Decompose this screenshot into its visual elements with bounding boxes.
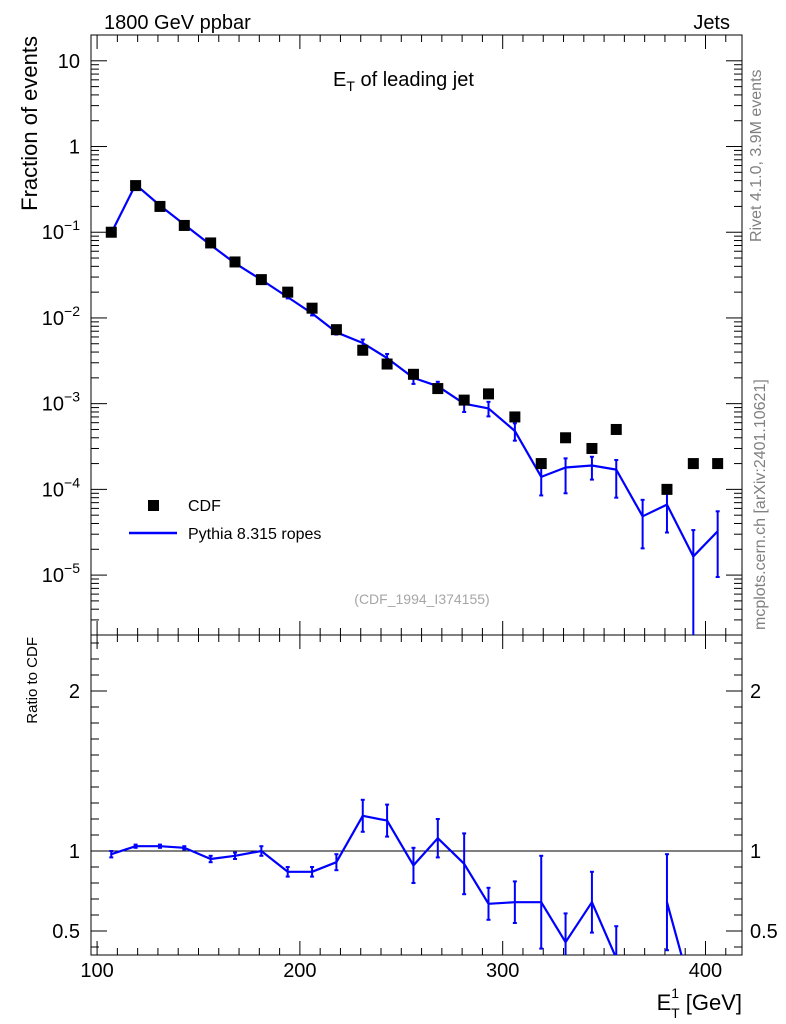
cdf-point xyxy=(330,324,342,336)
ratio-line-segment xyxy=(385,819,415,867)
plot-title-main: E xyxy=(333,69,346,91)
ratio-y-tick-label-left: 0.5 xyxy=(52,921,80,943)
cdf-point xyxy=(509,411,521,423)
ratio-line-segment xyxy=(310,861,338,873)
y-tick-label: 1 xyxy=(69,137,80,159)
x-axis-label-unit: [GeV] xyxy=(680,990,742,1015)
y-tick-label: 10−1 xyxy=(42,217,80,244)
main-series-group xyxy=(105,180,724,635)
x-tick-label: 200 xyxy=(283,960,316,982)
cdf-point xyxy=(458,394,470,406)
y-tick-label: 10−4 xyxy=(42,474,80,501)
legend-marker-cdf xyxy=(148,500,159,511)
x-axis-label: E1 T [GeV] xyxy=(657,985,742,1021)
cdf-point xyxy=(586,442,598,454)
tick-labels-layer: 100 200 300 400 10−5 10−4 10−3 10−2 10−1 1 10 0.5 0.… xyxy=(42,51,778,982)
x-tick-label: 100 xyxy=(80,960,113,982)
y-tick-label: 10−3 xyxy=(42,389,80,416)
ratio-line-segment xyxy=(183,846,212,861)
y-tick-label: 10−5 xyxy=(42,560,80,587)
ratio-y-tick-label-right: 1 xyxy=(750,841,761,863)
cdf-point xyxy=(154,200,166,212)
series-layer xyxy=(105,180,724,955)
cdf-point xyxy=(407,368,419,380)
ratio-line-segment xyxy=(463,862,490,905)
ratio-line-segment xyxy=(335,814,364,864)
ratio-line-segment xyxy=(209,854,237,861)
cdf-point xyxy=(432,383,444,395)
side-label-rivet: Rivet 4.1.0, 3.9M events xyxy=(748,69,765,242)
y-axis-label: Fraction of events xyxy=(17,36,42,211)
ratio-y-tick-label-right: 0.5 xyxy=(750,921,778,943)
ratio-line-segment xyxy=(590,901,617,955)
cdf-point xyxy=(229,256,241,268)
cdf-point xyxy=(205,237,217,249)
y-tick-label: 10−2 xyxy=(42,303,80,330)
plot-title: ET of leading jet xyxy=(333,69,474,94)
cdf-point xyxy=(482,388,494,400)
plot-title-rest: of leading jet xyxy=(355,69,474,91)
ratio-line-segment xyxy=(564,901,594,944)
ratio-line-segment xyxy=(110,845,137,856)
plot-title-sub: T xyxy=(346,78,355,94)
ratio-line-segment xyxy=(260,849,289,873)
header-right: Jets xyxy=(693,12,730,34)
ratio-y-tick-label-right: 2 xyxy=(750,681,761,703)
ratio-y-axis-label: Ratio to CDF xyxy=(24,637,41,724)
legend-label-pythia: Pythia 8.315 ropes xyxy=(188,526,321,543)
x-tick-label: 300 xyxy=(486,960,519,982)
ratio-line-segment xyxy=(361,814,389,822)
ratio-line-segment xyxy=(233,849,263,857)
ticks-layer xyxy=(91,34,742,955)
ratio-y-tick-label-left: 2 xyxy=(69,681,80,703)
side-label-mcplots: mcplots.cern.ch [arXiv:2401.10621] xyxy=(752,379,769,630)
ratio-line-segment xyxy=(158,845,186,849)
cdf-point xyxy=(381,358,393,370)
x-axis-label-main: E xyxy=(657,990,672,1015)
ratio-plot-frame xyxy=(90,634,743,956)
x-axis-label-sub: T xyxy=(671,1005,680,1021)
ratio-line-segment xyxy=(540,901,567,944)
y-tick-label: 10 xyxy=(58,51,80,73)
ratio-y-tick-label-left: 1 xyxy=(69,841,80,863)
cdf-point xyxy=(357,344,369,356)
legend: CDF Pythia 8.315 ropes xyxy=(129,498,321,543)
ratio-line-segment xyxy=(665,901,683,955)
ratio-series-group xyxy=(109,798,683,955)
x-tick-label: 400 xyxy=(689,960,722,982)
cdf-point xyxy=(687,458,699,470)
ratio-line-segment xyxy=(487,901,516,905)
main-plot-frame xyxy=(90,34,743,636)
ratio-line-segment xyxy=(412,837,439,867)
cdf-point xyxy=(255,274,267,286)
cdf-point xyxy=(610,423,622,435)
ratio-line-segment xyxy=(436,837,466,865)
analysis-id: (CDF_1994_I374155) xyxy=(354,591,489,607)
cdf-point xyxy=(130,180,142,192)
cdf-point xyxy=(712,458,724,470)
cdf-point xyxy=(560,432,572,444)
header-left: 1800 GeV ppbar xyxy=(104,12,251,34)
x-axis-label-sup: 1 xyxy=(671,985,679,1001)
cdf-point xyxy=(178,219,190,231)
cdf-point xyxy=(661,483,673,495)
legend-label-cdf: CDF xyxy=(188,498,221,515)
cdf-point xyxy=(282,286,294,298)
cdf-point xyxy=(535,458,547,470)
cdf-point xyxy=(105,226,117,238)
cdf-point xyxy=(306,302,318,314)
